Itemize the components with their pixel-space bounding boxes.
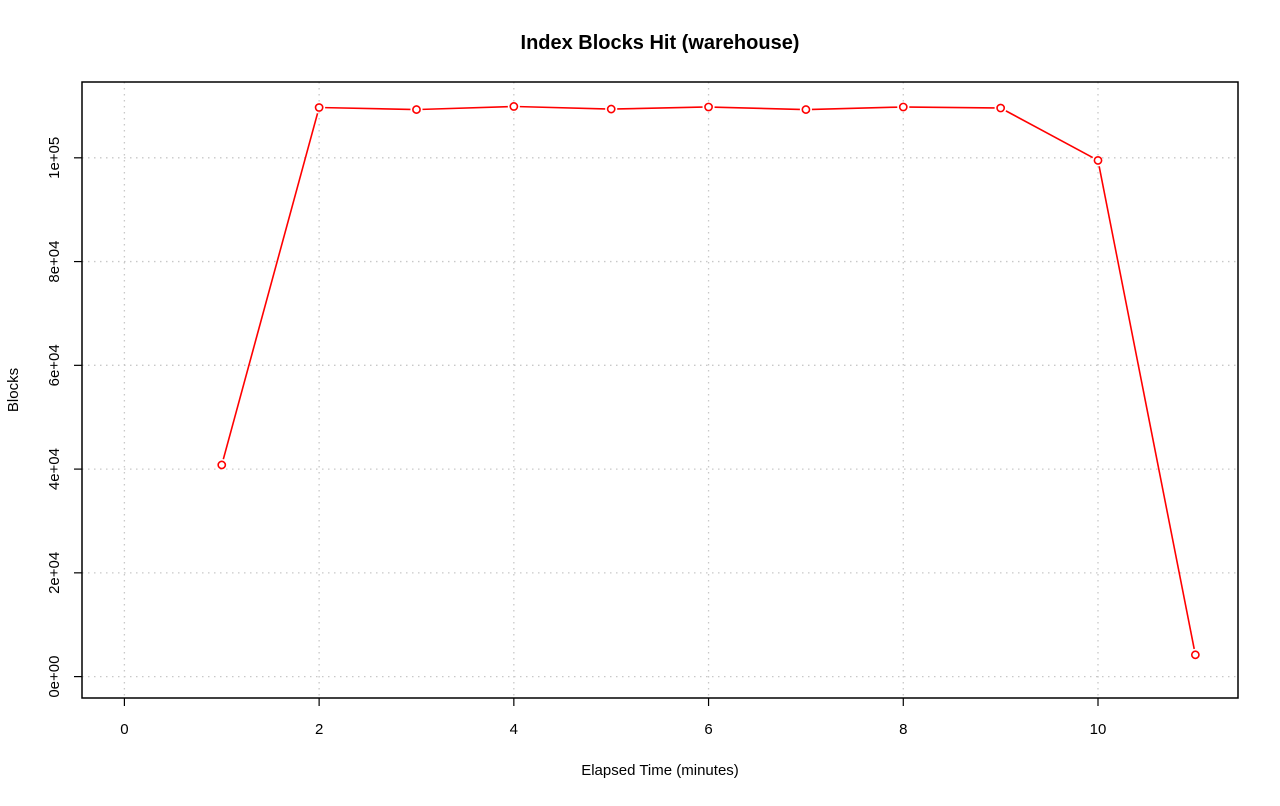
x-tick-label: 2 [315, 721, 323, 738]
y-tick-label: 1e+05 [46, 137, 63, 179]
data-point-marker [1093, 156, 1103, 165]
x-tick-label: 6 [704, 721, 712, 738]
data-point-marker [606, 104, 616, 114]
chart-title: Index Blocks Hit (warehouse) [521, 32, 800, 54]
y-tick-label: 0e+00 [46, 656, 63, 698]
x-tick-label: 0 [120, 721, 128, 738]
series-line-segment [811, 106, 898, 111]
data-series [217, 102, 1200, 660]
series-line-segment [325, 106, 411, 111]
plot-frame [81, 81, 1239, 699]
data-point-marker [1190, 650, 1200, 660]
x-tick-label: 10 [1090, 721, 1107, 738]
data-point-marker [412, 105, 421, 114]
x-axis-label: Elapsed Time (minutes) [581, 762, 739, 779]
x-axis: 0 2 4 6 8 10 [120, 698, 1106, 738]
series-line-segment [1098, 166, 1195, 650]
series-line-segment [617, 106, 703, 110]
y-axis-label: Blocks [5, 368, 22, 412]
data-point-marker [704, 102, 713, 112]
series-line-segment [222, 113, 319, 460]
y-tick-label: 4e+04 [46, 448, 63, 490]
y-tick-label: 8e+04 [46, 241, 63, 283]
data-point-marker [801, 105, 811, 114]
series-line-segment [519, 105, 606, 110]
series-line-segment [909, 106, 995, 109]
data-point-marker [996, 103, 1006, 113]
data-point-marker [898, 102, 908, 112]
data-point-marker [217, 460, 227, 470]
x-tick-label: 4 [510, 721, 518, 738]
data-point-marker [509, 102, 519, 111]
x-tick-label: 8 [899, 721, 907, 738]
data-point-marker [314, 103, 324, 112]
series-line-segment [1005, 110, 1094, 159]
series-line-segment [714, 106, 800, 111]
grid-lines [82, 82, 1238, 698]
y-tick-label: 2e+04 [46, 552, 63, 594]
y-tick-label: 6e+04 [46, 344, 63, 386]
series-line-segment [422, 105, 508, 111]
y-axis: 0e+00 2e+04 4e+04 6e+04 8e+04 1e+05 [46, 137, 82, 698]
